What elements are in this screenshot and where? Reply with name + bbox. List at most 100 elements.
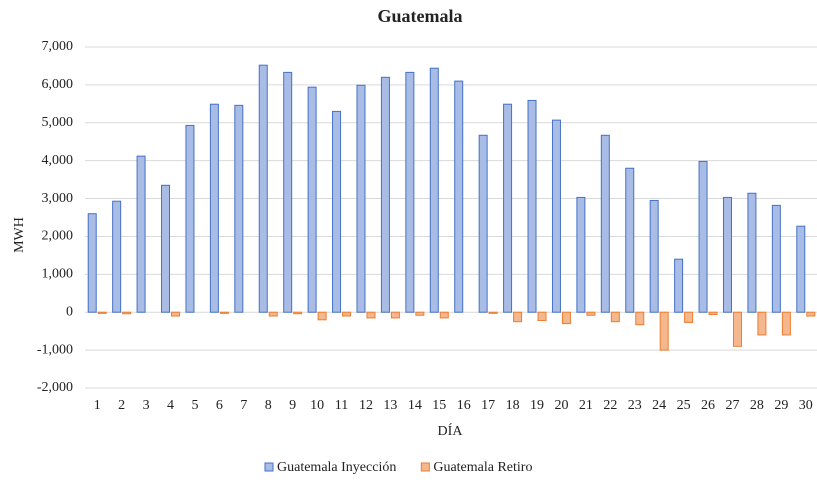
bar [185,124,195,313]
bar [806,311,816,317]
x-tick-label: 21 [579,398,593,413]
x-tick-label: 3 [143,398,150,413]
x-tick-label: 17 [481,398,495,413]
bar [757,311,767,336]
y-axis-label: MWH [12,217,27,253]
x-tick-label: 4 [167,398,174,413]
bar [478,134,488,313]
bar [586,311,596,316]
bar [551,119,561,313]
bar [293,311,303,315]
x-tick-label: 29 [774,398,788,413]
bar [503,103,513,313]
x-tick-label: 18 [506,398,520,413]
bar [415,311,425,316]
bar [674,258,684,313]
bar [171,311,181,317]
bar [268,311,278,317]
bar [781,311,791,336]
y-tick-label: 3,000 [42,191,74,206]
bar [576,196,586,313]
bar [122,311,132,315]
x-tick-label: 2 [118,398,125,413]
bar [380,76,390,313]
bar [537,311,547,322]
bar [161,184,171,313]
x-tick-label: 6 [216,398,223,413]
bar [771,204,781,313]
x-tick-label: 26 [701,398,715,413]
bar [112,200,122,313]
bar [722,196,732,313]
bar [610,311,620,323]
bar [561,311,571,325]
bar [87,213,97,313]
bar [600,134,610,313]
y-tick-label: 1,000 [42,267,74,282]
bar [234,104,244,313]
x-tick-label: 1 [94,398,101,413]
x-tick-label: 11 [335,398,348,413]
bar [513,311,523,323]
bar [209,103,219,313]
y-tick-label: 6,000 [42,77,74,92]
bar [332,110,342,313]
legend-swatch [420,462,430,472]
y-tick-label: 0 [66,304,73,319]
x-tick-label: 24 [652,398,666,413]
bar [356,84,366,313]
bar [649,199,659,313]
bar [405,71,415,313]
bar [747,192,757,313]
x-tick-label: 13 [383,398,397,413]
bar [429,67,439,313]
bar [635,311,645,326]
bar [659,311,669,351]
x-tick-label: 15 [432,398,446,413]
x-tick-label: 5 [191,398,198,413]
bar [527,99,537,313]
x-tick-label: 16 [457,398,471,413]
legend-swatch [264,462,274,472]
x-tick-label: 7 [240,398,247,413]
x-tick-label: 30 [799,398,813,413]
y-tick-label: 7,000 [42,39,74,54]
bar [219,311,229,314]
bar [258,64,268,313]
x-tick-label: 19 [530,398,544,413]
x-tick-label: 27 [725,398,739,413]
x-tick-label: 14 [408,398,422,413]
x-tick-label: 9 [289,398,296,413]
x-axis-label: DÍA [438,422,464,439]
bar [454,80,464,313]
y-tick-label: 4,000 [42,153,74,168]
y-tick-label: 2,000 [42,229,74,244]
bar [488,311,498,314]
x-tick-label: 28 [750,398,764,413]
x-tick-label: 12 [359,398,373,413]
x-tick-label: 8 [265,398,272,413]
x-tick-label: 22 [603,398,617,413]
legend-label: Guatemala Inyección [277,460,396,475]
y-tick-label: -2,000 [37,380,73,395]
bar [390,311,400,319]
legend-label: Guatemala Retiro [433,460,532,475]
bar [625,167,635,313]
bar [732,311,742,347]
bar [366,311,376,319]
x-tick-label: 25 [677,398,691,413]
y-tick-label: -1,000 [37,342,73,357]
bar [439,311,449,319]
bar [136,155,146,313]
bar [698,160,708,313]
x-tick-label: 10 [310,398,324,413]
bar [796,225,806,313]
bar [317,311,327,321]
bar [684,311,694,323]
bar [97,311,107,314]
y-tick-label: 5,000 [42,115,74,130]
x-tick-label: 20 [554,398,568,413]
bar [342,311,352,317]
bar [283,71,293,313]
